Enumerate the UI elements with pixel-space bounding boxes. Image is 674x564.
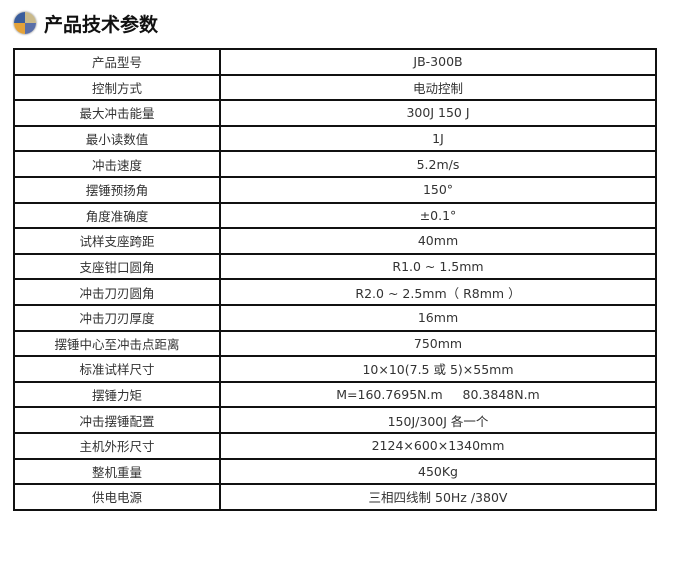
spec-label: 支座钳口圆角 bbox=[13, 252, 221, 281]
spec-label: 主机外形尺寸 bbox=[13, 431, 221, 460]
spec-value: 三相四线制 50Hz /380V bbox=[219, 483, 657, 511]
spec-value: 150J/300J 各一个 bbox=[219, 406, 657, 434]
spec-label: 摆锤中心至冲击点距离 bbox=[13, 329, 221, 358]
spec-label: 角度准确度 bbox=[13, 201, 221, 230]
table-row: 整机重量 450Kg bbox=[13, 457, 657, 486]
table-row: 支座钳口圆角 R1.0 ~ 1.5mm bbox=[13, 252, 657, 281]
spec-label: 最小读数值 bbox=[13, 124, 221, 153]
table-row: 最小读数值 1J bbox=[13, 124, 657, 153]
spec-value: 300J 150 J bbox=[219, 99, 657, 127]
section-title: 产品技术参数 bbox=[44, 13, 159, 36]
spec-label: 整机重量 bbox=[13, 457, 221, 486]
spec-value: 450Kg bbox=[219, 457, 657, 486]
spec-value: R1.0 ~ 1.5mm bbox=[219, 252, 657, 281]
table-row: 冲击刀刃厚度 16mm bbox=[13, 303, 657, 332]
spec-value: 150° bbox=[219, 175, 657, 204]
spec-label: 最大冲击能量 bbox=[13, 99, 221, 127]
table-row: 摆锤中心至冲击点距离 750mm bbox=[13, 329, 657, 358]
spec-value: 40mm bbox=[219, 227, 657, 255]
quadrant-ball-icon bbox=[14, 12, 36, 34]
spec-value: 5.2m/s bbox=[219, 150, 657, 178]
spec-label: 试样支座跨距 bbox=[13, 227, 221, 255]
table-row: 供电电源 三相四线制 50Hz /380V bbox=[13, 483, 657, 511]
spec-label: 冲击速度 bbox=[13, 150, 221, 178]
spec-label: 冲击摆锤配置 bbox=[13, 406, 221, 434]
table-row: 试样支座跨距 40mm bbox=[13, 227, 657, 255]
section-header: 产品技术参数 bbox=[14, 8, 158, 38]
table-row: 摆锤预扬角 150° bbox=[13, 175, 657, 204]
spec-value: 10×10(7.5 或 5)×55mm bbox=[219, 355, 657, 383]
table-row: 角度准确度 ±0.1° bbox=[13, 201, 657, 230]
table-row: 冲击摆锤配置 150J/300J 各一个 bbox=[13, 406, 657, 434]
spec-label: 控制方式 bbox=[13, 73, 221, 102]
spec-value: JB-300B bbox=[219, 48, 657, 76]
spec-label: 冲击刀刃圆角 bbox=[13, 278, 221, 306]
spec-label: 冲击刀刃厚度 bbox=[13, 303, 221, 332]
table-row: 产品型号 JB-300B bbox=[13, 48, 657, 76]
table-row: 冲击速度 5.2m/s bbox=[13, 150, 657, 178]
spec-value: 电动控制 bbox=[219, 73, 657, 102]
spec-label: 标准试样尺寸 bbox=[13, 355, 221, 383]
table-row: 标准试样尺寸 10×10(7.5 或 5)×55mm bbox=[13, 355, 657, 383]
spec-label: 供电电源 bbox=[13, 483, 221, 511]
table-row: 摆锤力矩 M=160.7695N.m 80.3848N.m bbox=[13, 380, 657, 409]
spec-label: 产品型号 bbox=[13, 48, 221, 76]
spec-value: 2124×600×1340mm bbox=[219, 431, 657, 460]
table-row: 控制方式 电动控制 bbox=[13, 73, 657, 102]
spec-table: 产品型号 JB-300B 控制方式 电动控制 最大冲击能量 300J 150 J 最小读数值… bbox=[13, 48, 657, 511]
table-row: 最大冲击能量 300J 150 J bbox=[13, 99, 657, 127]
spec-value: M=160.7695N.m 80.3848N.m bbox=[219, 380, 657, 409]
spec-value: 750mm bbox=[219, 329, 657, 358]
spec-value: 16mm bbox=[219, 303, 657, 332]
table-row: 冲击刀刃圆角 R2.0 ~ 2.5mm（ R8mm ） bbox=[13, 278, 657, 306]
spec-label: 摆锤预扬角 bbox=[13, 175, 221, 204]
spec-value: 1J bbox=[219, 124, 657, 153]
table-row: 主机外形尺寸 2124×600×1340mm bbox=[13, 431, 657, 460]
spec-value: ±0.1° bbox=[219, 201, 657, 230]
spec-label: 摆锤力矩 bbox=[13, 380, 221, 409]
spec-value: R2.0 ~ 2.5mm（ R8mm ） bbox=[219, 278, 657, 306]
